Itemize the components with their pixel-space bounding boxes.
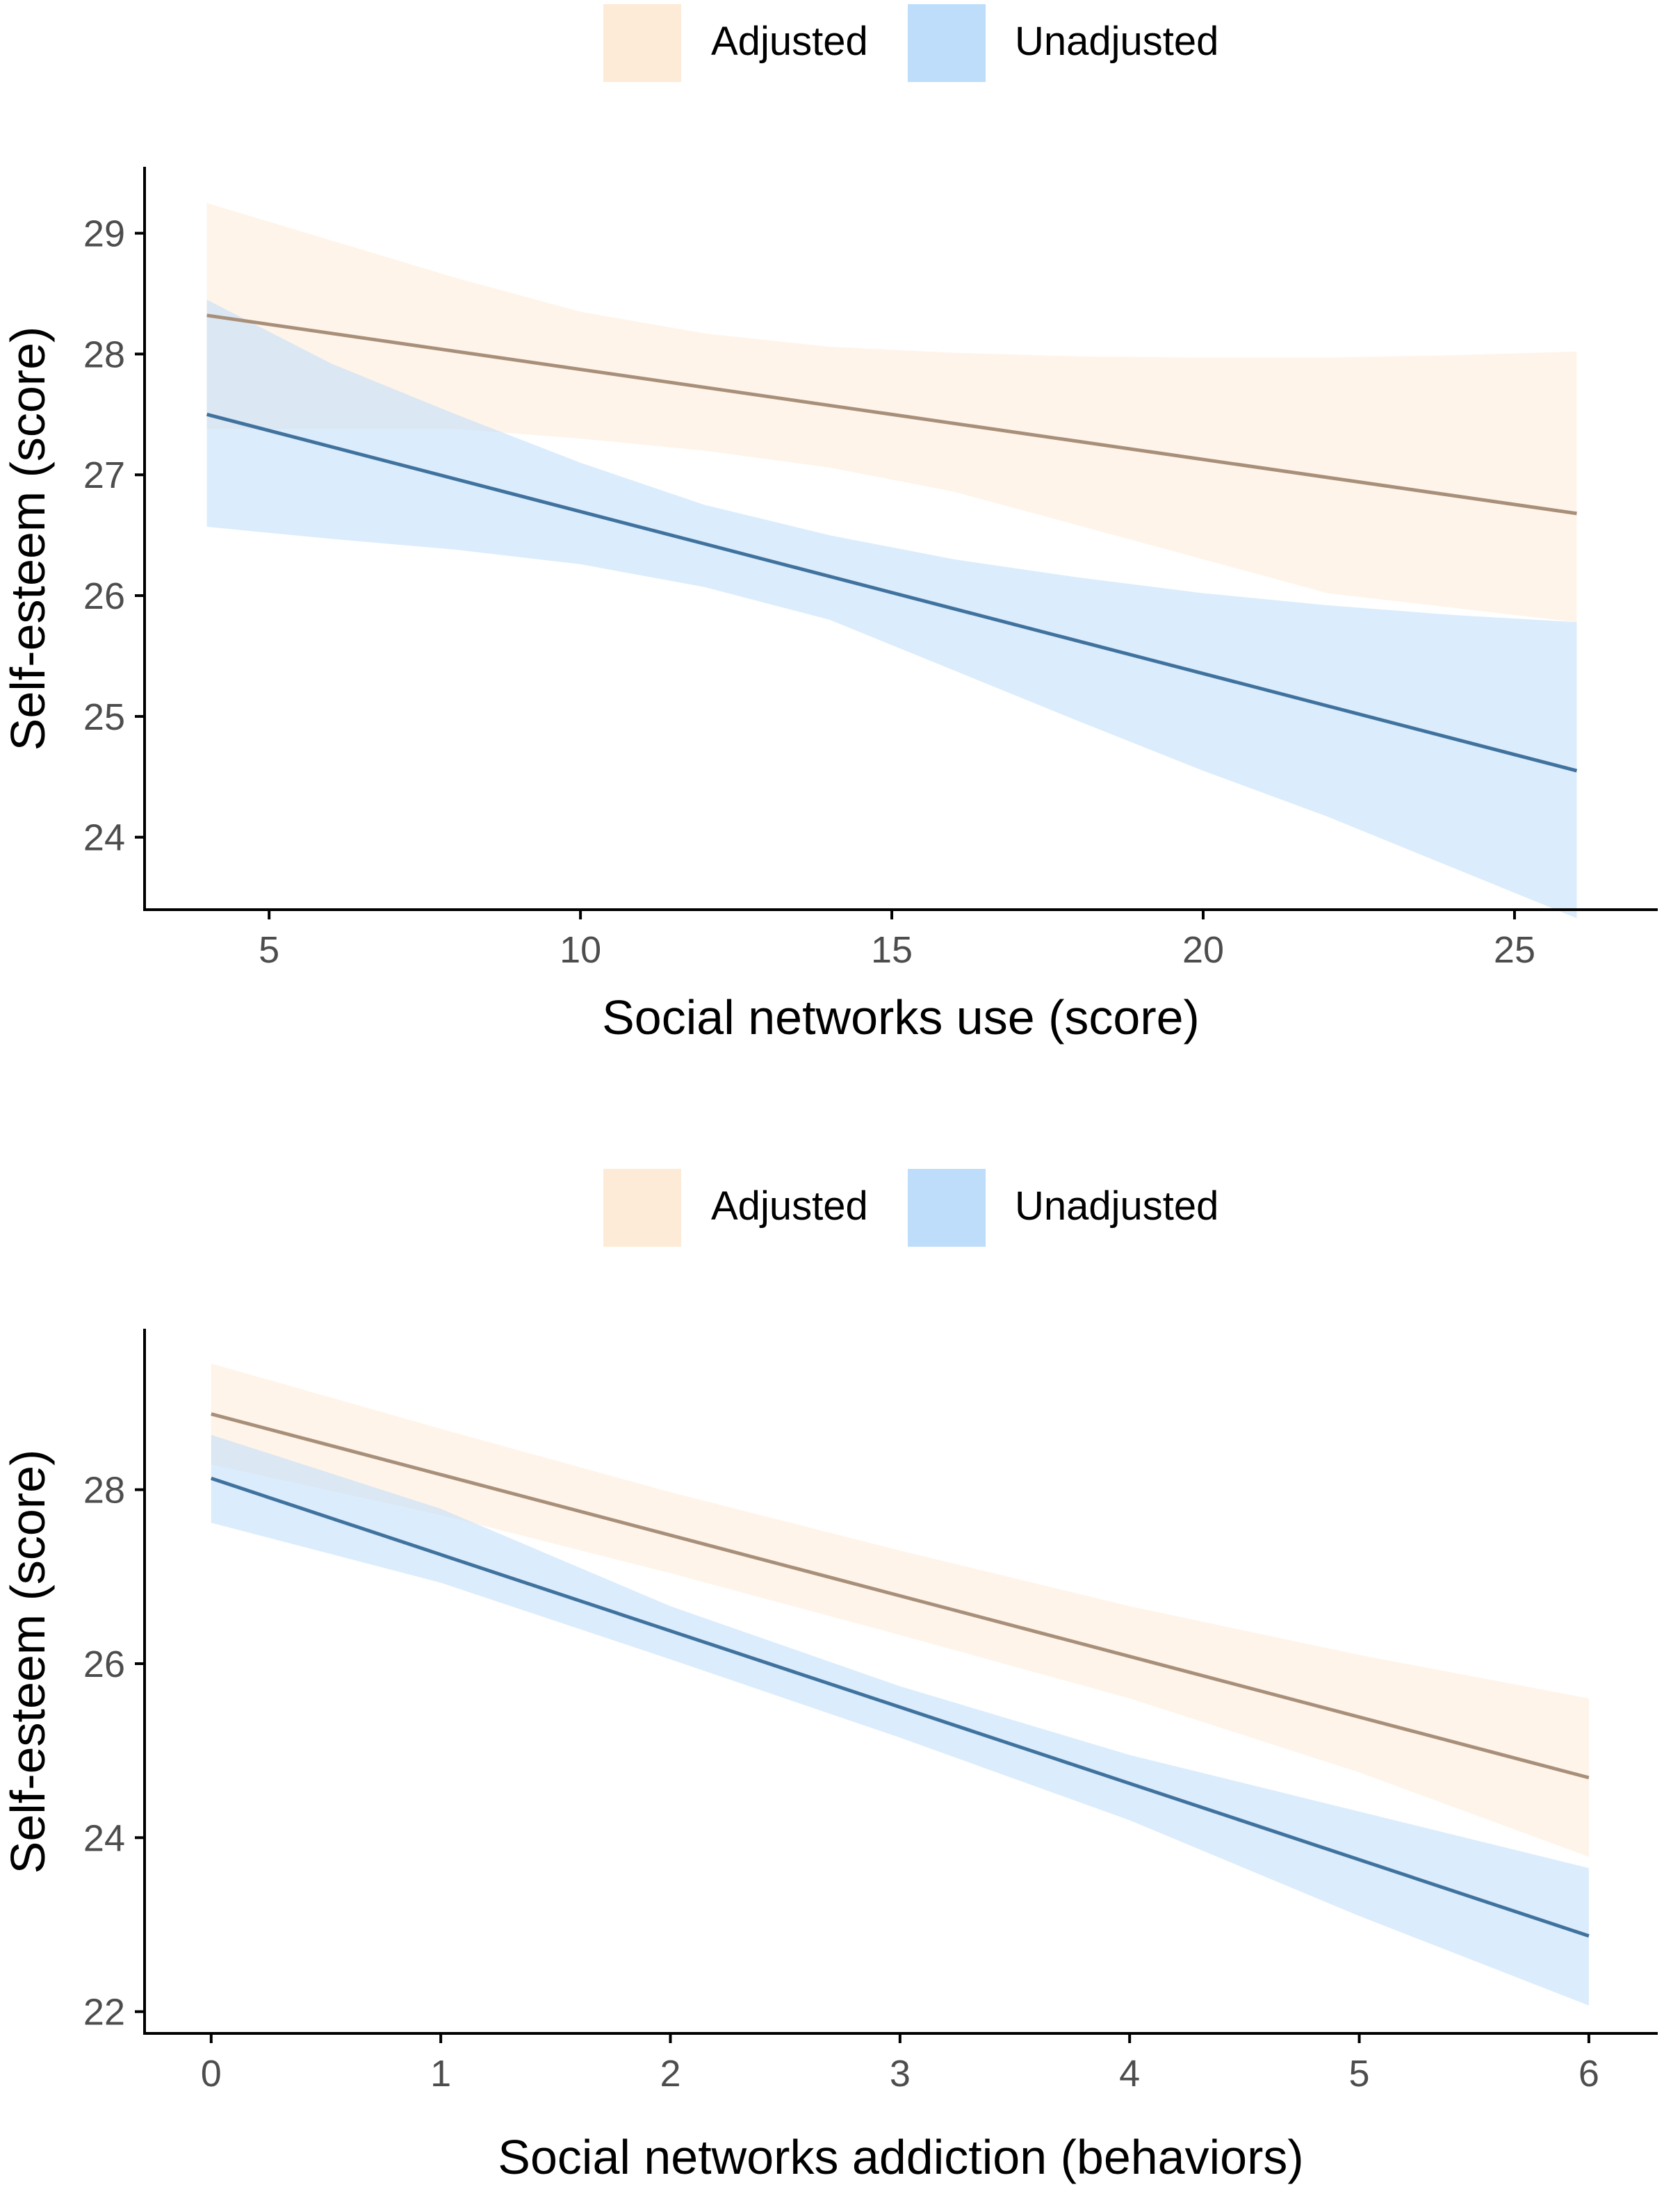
series-lines (211, 1412, 1590, 1938)
y-ticks: 24 25 26 27 28 29 (83, 213, 145, 859)
y-tick-label: 27 (83, 454, 125, 496)
plot-area (211, 1363, 1590, 2006)
line-adjusted (206, 313, 1577, 516)
y-tick-label: 24 (83, 1817, 125, 1859)
chart-social-networks-addiction: Adjusted Unadjusted 22 24 26 28 0 1 2 3 4 5 6 Soc… (1, 1169, 1658, 2184)
legend-key-adjusted (603, 1169, 681, 1247)
x-tick-label: 1 (430, 2053, 451, 2095)
legend-key-unadjusted (908, 1169, 986, 1247)
legend: Adjusted Unadjusted (603, 4, 1218, 82)
series-lines (206, 313, 1578, 773)
x-axis-title: Social networks addiction (behaviors) (498, 2130, 1303, 2184)
x-ticks: 5 10 15 20 25 (259, 910, 1535, 971)
x-tick-label: 6 (1579, 2053, 1599, 2095)
legend-label-unadjusted: Unadjusted (1015, 19, 1218, 64)
chart-social-networks-use: Adjusted Unadjusted 24 25 26 27 28 29 5 10 15 20… (1, 4, 1658, 1044)
band-unadjusted (211, 1434, 1589, 2006)
y-tick-label: 28 (83, 334, 125, 375)
y-tick-label: 26 (83, 1644, 125, 1685)
x-tick-label: 2 (660, 2053, 680, 2095)
legend-key-unadjusted (908, 4, 986, 82)
x-tick-label: 4 (1119, 2053, 1140, 2095)
y-axis-title: Self-esteem (score) (1, 327, 55, 751)
y-tick-label: 22 (83, 1992, 125, 2033)
x-tick-label: 0 (201, 2053, 222, 2095)
y-tick-label: 25 (83, 696, 125, 738)
x-tick-label: 15 (871, 929, 913, 971)
x-tick-label: 5 (1349, 2053, 1370, 2095)
line-unadjusted (211, 1476, 1590, 1938)
x-tick-label: 10 (560, 929, 601, 971)
plot-area (206, 203, 1578, 919)
line-adjusted (211, 1412, 1590, 1780)
x-axis: 0 1 2 3 4 5 6 (143, 2032, 1658, 2095)
series-bands (206, 203, 1577, 919)
y-ticks: 22 24 26 28 (83, 1470, 145, 2033)
x-tick-label: 25 (1494, 929, 1535, 971)
band-unadjusted (206, 300, 1577, 919)
x-ticks: 0 1 2 3 4 5 6 (201, 2033, 1599, 2095)
x-tick-label: 20 (1182, 929, 1224, 971)
band-adjusted (211, 1363, 1589, 1857)
y-axis: 24 25 26 27 28 29 (83, 167, 146, 910)
x-axis-title: Social networks use (score) (602, 990, 1200, 1044)
x-tick-label: 3 (890, 2053, 911, 2095)
legend-label-unadjusted: Unadjusted (1015, 1183, 1218, 1229)
line-unadjusted (206, 412, 1578, 773)
x-tick-label: 5 (259, 929, 279, 971)
band-adjusted (206, 203, 1577, 623)
y-tick-label: 28 (83, 1470, 125, 1511)
legend-label-adjusted: Adjusted (711, 1183, 868, 1229)
x-axis: 5 10 15 20 25 (143, 908, 1658, 971)
y-tick-label: 26 (83, 575, 125, 617)
legend-key-adjusted (603, 4, 681, 82)
y-tick-label: 29 (83, 213, 125, 255)
y-axis: 22 24 26 28 (83, 1329, 146, 2034)
y-axis-title: Self-esteem (score) (1, 1450, 55, 1874)
y-tick-label: 24 (83, 817, 125, 859)
series-bands (211, 1363, 1589, 2006)
legend-label-adjusted: Adjusted (711, 19, 868, 64)
legend: Adjusted Unadjusted (603, 1169, 1218, 1247)
